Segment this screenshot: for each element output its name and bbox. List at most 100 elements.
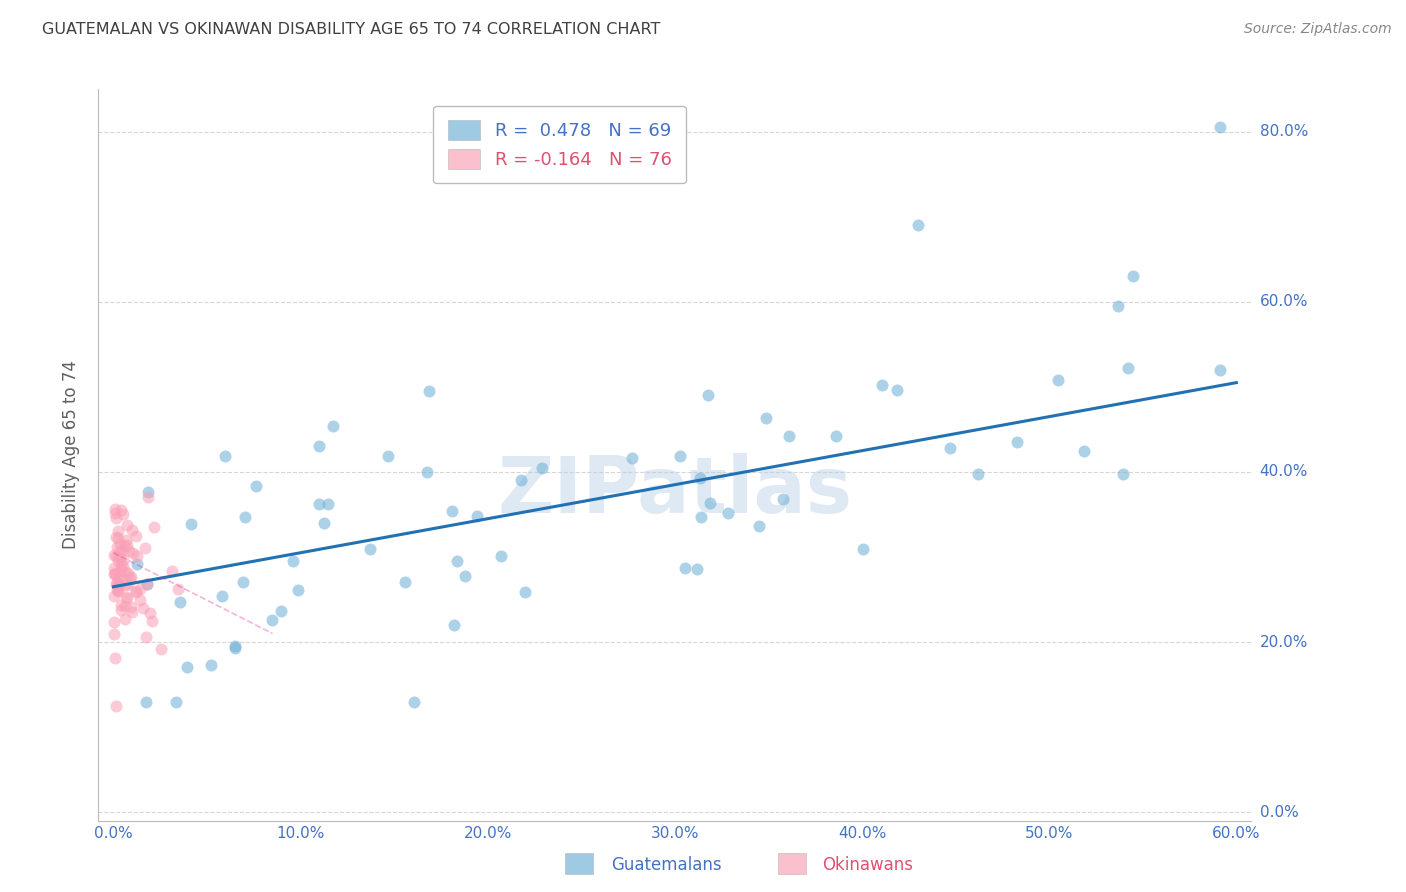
Point <box>127 557 149 571</box>
Point <box>755 410 778 425</box>
Point <box>110 562 132 576</box>
Point <box>107 582 129 597</box>
Point <box>416 465 439 479</box>
Point <box>117 577 139 591</box>
Point <box>772 491 794 506</box>
Point <box>114 612 136 626</box>
Point <box>245 478 267 492</box>
Point <box>136 577 159 591</box>
Point <box>103 626 125 640</box>
Point <box>620 450 643 465</box>
Point <box>105 530 128 544</box>
Point <box>312 516 335 530</box>
Point <box>134 541 156 555</box>
Point <box>870 377 893 392</box>
Point <box>214 449 236 463</box>
Point <box>489 549 512 563</box>
Point <box>509 473 531 487</box>
Point <box>105 549 128 564</box>
Point <box>149 641 172 656</box>
Point <box>103 589 125 603</box>
Point <box>748 518 770 533</box>
Point <box>1116 360 1139 375</box>
Point <box>120 600 142 615</box>
Point <box>446 554 468 568</box>
Point <box>110 603 132 617</box>
Point <box>110 543 132 558</box>
Point <box>1111 467 1133 482</box>
Point <box>120 570 142 584</box>
Point <box>103 561 125 575</box>
Point <box>105 583 128 598</box>
Point <box>169 595 191 609</box>
Point <box>115 591 138 605</box>
Point <box>105 576 128 591</box>
Point <box>121 523 143 537</box>
Point <box>107 531 129 545</box>
Point <box>233 510 256 524</box>
Point <box>103 548 125 562</box>
Point <box>1047 373 1070 387</box>
Point <box>104 506 127 520</box>
Point <box>114 599 136 614</box>
Point <box>224 641 246 656</box>
Text: GUATEMALAN VS OKINAWAN DISABILITY AGE 65 TO 74 CORRELATION CHART: GUATEMALAN VS OKINAWAN DISABILITY AGE 65… <box>42 22 661 37</box>
Point <box>440 503 463 517</box>
Point <box>128 592 150 607</box>
Point <box>108 537 131 551</box>
Point <box>454 569 477 583</box>
Point <box>107 578 129 592</box>
Point <box>129 582 152 596</box>
Legend: R =  0.478   N = 69, R = -0.164   N = 76: R = 0.478 N = 69, R = -0.164 N = 76 <box>433 105 686 183</box>
Point <box>886 383 908 397</box>
Point <box>1208 120 1230 135</box>
Point <box>443 618 465 632</box>
Point <box>136 484 159 499</box>
Point <box>404 695 426 709</box>
Point <box>112 558 135 573</box>
Point <box>117 566 139 580</box>
Point <box>121 606 143 620</box>
Point <box>114 533 136 547</box>
Point <box>1007 434 1029 449</box>
Point <box>103 566 125 581</box>
Point <box>359 541 381 556</box>
Point <box>717 507 740 521</box>
Point <box>270 605 292 619</box>
Point <box>104 566 127 581</box>
Point <box>1122 269 1144 284</box>
Point <box>117 543 139 558</box>
Text: 0.0%: 0.0% <box>1260 805 1298 820</box>
Point <box>778 429 800 443</box>
Text: 20.0%: 20.0% <box>1260 634 1308 649</box>
Point <box>166 582 188 596</box>
Text: 40.0%: 40.0% <box>1260 465 1308 479</box>
Text: Guatemalans: Guatemalans <box>612 855 723 873</box>
Point <box>165 695 187 709</box>
Point <box>135 695 157 709</box>
Point <box>200 657 222 672</box>
Point <box>114 539 136 553</box>
Point <box>260 613 283 627</box>
Point <box>689 470 711 484</box>
Point <box>232 574 254 589</box>
Point <box>308 497 330 511</box>
Point <box>690 510 713 524</box>
Point <box>125 529 148 543</box>
Point <box>143 519 166 533</box>
Point <box>104 502 127 516</box>
Point <box>108 549 131 564</box>
Y-axis label: Disability Age 65 to 74: Disability Age 65 to 74 <box>62 360 80 549</box>
Point <box>104 510 127 524</box>
Point <box>673 561 696 575</box>
Point <box>224 639 246 653</box>
Point <box>686 561 709 575</box>
Point <box>115 518 138 533</box>
Point <box>112 507 135 521</box>
Point <box>394 575 416 590</box>
Point <box>107 554 129 568</box>
Point <box>108 572 131 586</box>
Point <box>699 496 721 510</box>
Point <box>322 418 344 433</box>
Point <box>1073 444 1095 458</box>
